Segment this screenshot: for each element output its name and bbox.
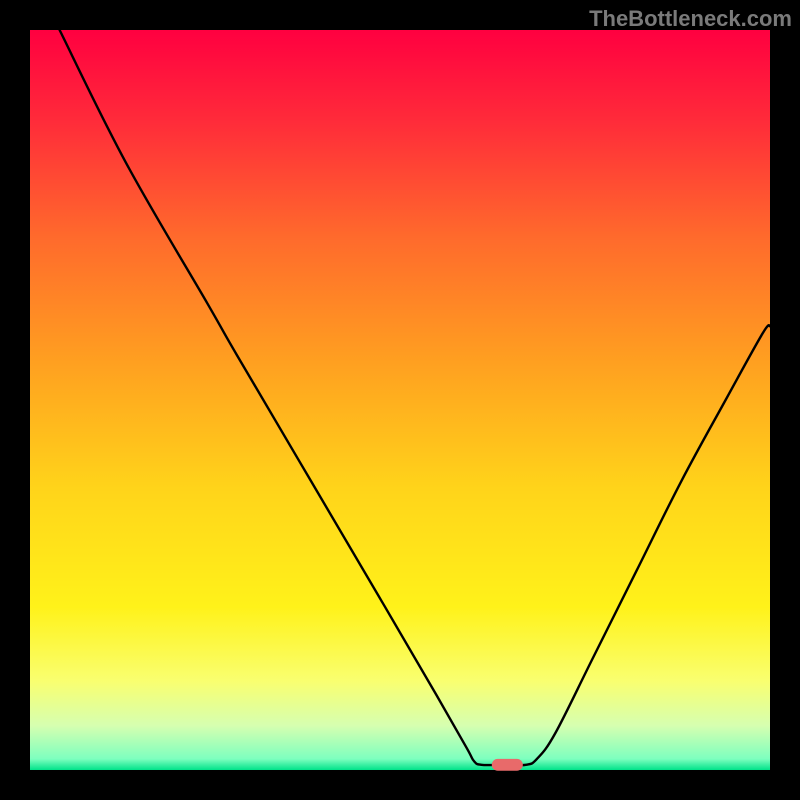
bottleneck-chart xyxy=(0,0,800,800)
chart-container: TheBottleneck.com xyxy=(0,0,800,800)
plot-background xyxy=(30,30,770,770)
optimum-marker xyxy=(492,759,523,771)
